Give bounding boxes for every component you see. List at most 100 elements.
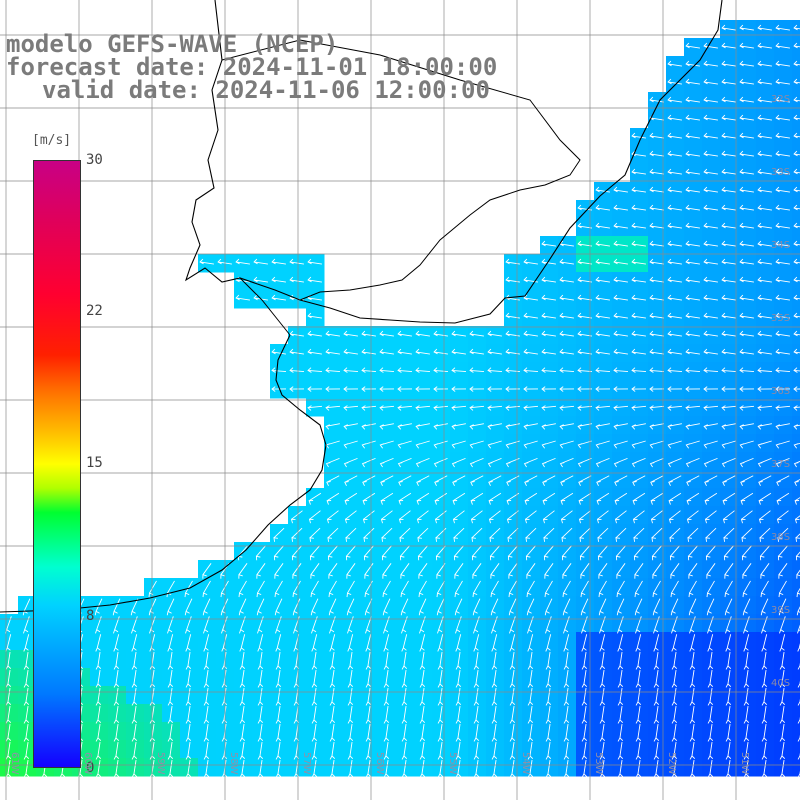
wind-arrow	[653, 724, 660, 742]
colorbar-unit-label: [m/s]	[32, 133, 72, 148]
wind-arrow	[202, 598, 211, 616]
wind-arrow	[577, 348, 592, 355]
wind-arrow	[113, 760, 120, 778]
wind-arrow	[613, 222, 628, 229]
wind-arrow	[686, 492, 700, 505]
wind-arrow	[739, 42, 754, 49]
wind-arrow	[721, 114, 736, 121]
wind-arrow	[415, 348, 430, 355]
wind-arrow	[509, 742, 516, 760]
wind-arrow	[632, 492, 646, 505]
wind-arrow	[149, 616, 156, 634]
wind-arrow	[685, 42, 700, 49]
wind-arrow	[685, 114, 700, 121]
wind-arrow	[397, 440, 412, 449]
wind-arrow	[793, 294, 800, 301]
wind-arrow	[397, 457, 412, 468]
wind-arrow	[491, 742, 498, 760]
wind-arrow	[329, 706, 336, 724]
wind-arrow	[649, 258, 664, 265]
forecast-date: forecast date: 2024-11-01 18:00:00	[6, 53, 498, 81]
wind-arrow	[113, 688, 120, 706]
wind-arrow	[757, 258, 772, 265]
wind-arrow	[721, 440, 736, 449]
wind-arrow	[685, 276, 700, 283]
wind-arrow	[380, 475, 394, 487]
wind-arrow	[743, 670, 750, 688]
wind-arrow	[365, 706, 372, 724]
wind-arrow	[686, 510, 699, 524]
wind-arrow	[578, 492, 592, 505]
wind-arrow	[383, 670, 390, 688]
wind-arrow	[523, 367, 539, 373]
wind-arrow	[649, 457, 664, 468]
wind-arrow	[775, 186, 790, 193]
wind-arrow	[307, 330, 322, 337]
wind-arrow	[257, 706, 264, 724]
wind-arrow	[649, 423, 664, 430]
wind-arrow	[631, 204, 646, 211]
wind-arrow	[703, 423, 718, 430]
wind-arrow	[757, 60, 772, 67]
wind-arrow	[793, 405, 800, 411]
wind-arrow	[166, 598, 175, 616]
wind-arrow	[343, 367, 359, 373]
wind-arrow	[505, 386, 521, 392]
wind-arrow	[23, 670, 30, 688]
wind-arrow	[649, 240, 664, 247]
wind-arrow	[595, 423, 610, 430]
wind-arrow	[595, 457, 610, 468]
wind-arrow	[634, 580, 643, 598]
wind-arrow	[416, 475, 430, 487]
wind-arrow	[667, 386, 683, 392]
wind-arrow	[362, 492, 376, 505]
valid-date: valid date: 2024-11-06 12:00:00	[42, 76, 490, 104]
wind-arrow	[775, 405, 791, 411]
wind-arrow	[685, 258, 700, 265]
wind-arrow	[361, 348, 376, 355]
wind-arrow	[667, 132, 682, 139]
wind-arrow	[739, 330, 754, 337]
wind-arrow	[613, 440, 628, 449]
wind-arrow	[703, 60, 718, 67]
wind-arrow	[433, 330, 448, 337]
wind-arrow	[397, 367, 413, 373]
wind-arrow	[397, 405, 413, 411]
wind-arrow	[397, 330, 412, 337]
wind-arrow	[685, 367, 701, 373]
wind-arrow	[545, 742, 552, 760]
wind-arrow	[703, 348, 718, 355]
wind-arrow	[707, 688, 714, 706]
wind-arrow	[581, 652, 588, 670]
wind-arrow	[757, 42, 772, 49]
wind-arrow	[725, 616, 732, 634]
wind-arrow	[383, 760, 390, 778]
wind-arrow	[95, 634, 102, 652]
wind-arrow	[436, 598, 445, 616]
wind-arrow	[167, 670, 174, 688]
wind-arrow	[757, 204, 772, 211]
wind-arrow	[757, 440, 772, 449]
wind-arrow	[599, 706, 606, 724]
wind-arrow	[757, 186, 772, 193]
wind-arrow	[400, 563, 410, 579]
wind-arrow	[669, 527, 681, 542]
wind-arrow	[329, 652, 336, 670]
wind-arrow	[524, 510, 537, 524]
wind-arrow	[347, 616, 354, 634]
lon-label-61w: 61W	[9, 752, 20, 775]
wind-arrow	[271, 348, 286, 355]
wind-arrow	[722, 492, 736, 505]
wind-arrow	[455, 706, 462, 724]
wind-arrow	[541, 367, 557, 373]
wind-arrow	[793, 330, 800, 337]
wind-arrow	[793, 150, 800, 157]
wind-arrow	[289, 348, 304, 355]
wind-arrow	[434, 510, 447, 524]
wind-arrow	[705, 545, 716, 561]
wind-arrow	[779, 652, 786, 670]
wind-arrow	[131, 688, 138, 706]
wind-arrow	[793, 367, 800, 373]
wind-speed-cell	[792, 506, 800, 525]
wind-arrow	[685, 60, 700, 67]
